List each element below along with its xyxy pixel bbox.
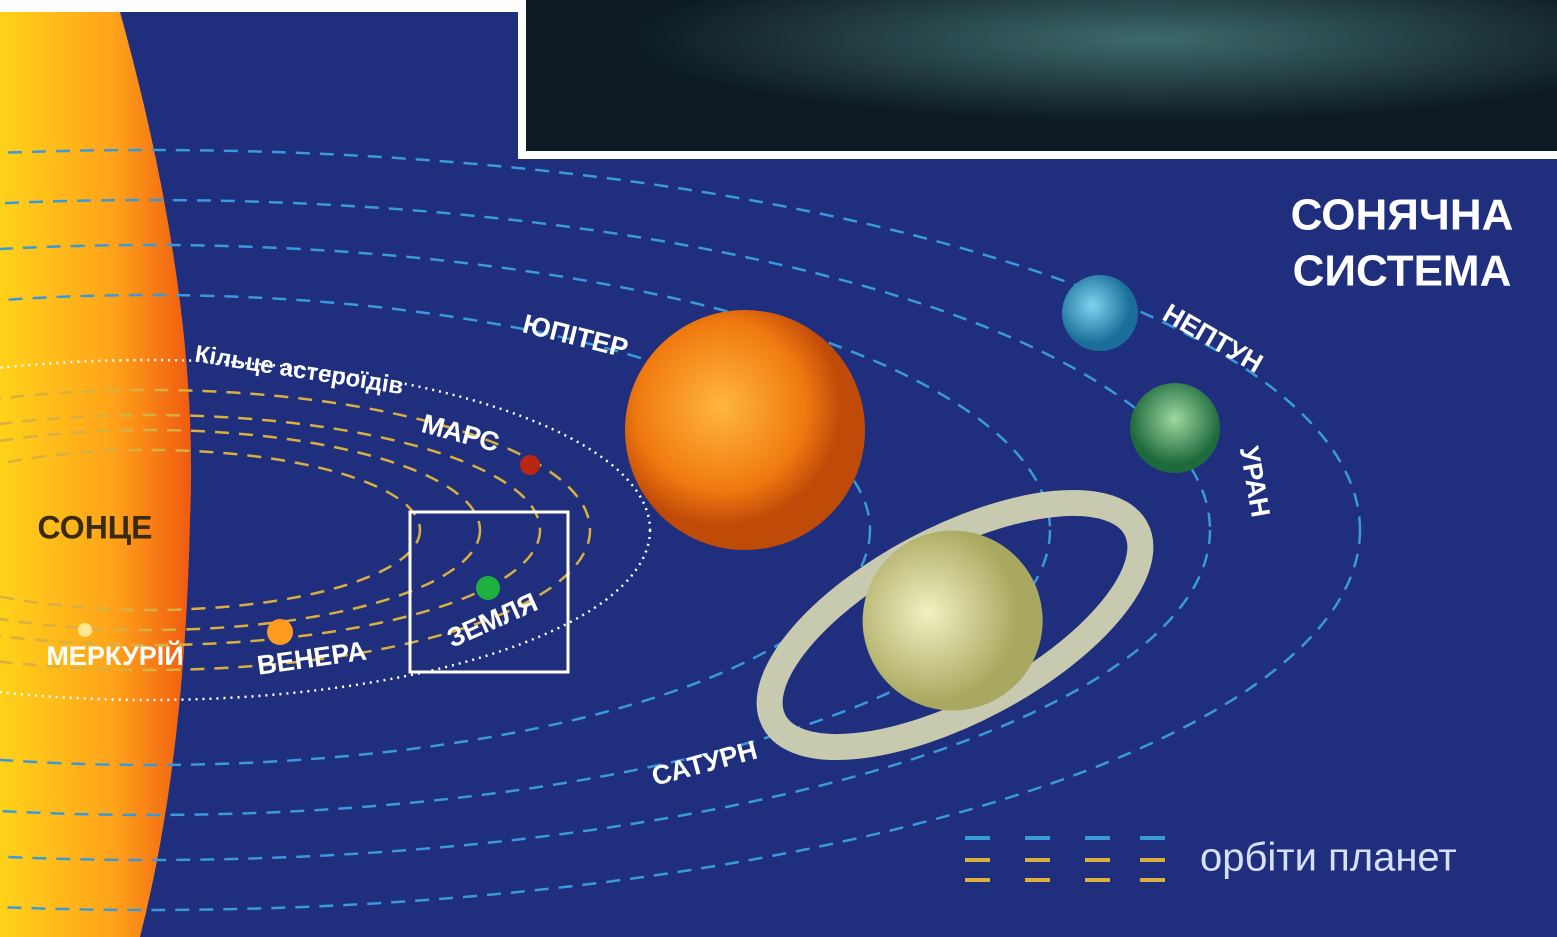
neptune xyxy=(1062,275,1138,351)
title: СОНЯЧНА xyxy=(1291,191,1514,240)
orbit xyxy=(0,413,542,647)
asteroid-belt xyxy=(0,358,652,702)
mercury xyxy=(78,623,92,637)
earth-frame xyxy=(408,510,570,674)
orbit xyxy=(0,448,422,612)
jupiter xyxy=(625,310,865,550)
saturn xyxy=(756,489,1154,761)
saturn-body xyxy=(862,530,1043,711)
title: СИСТЕМА xyxy=(1293,247,1512,296)
orbits xyxy=(0,148,1361,912)
star-photo xyxy=(518,0,1557,159)
earth xyxy=(476,576,500,600)
legend-label: орбіти планет xyxy=(1200,836,1457,880)
orbit xyxy=(0,148,1361,912)
legend: орбіти планет xyxy=(965,836,1457,882)
orbit xyxy=(0,428,482,632)
venus xyxy=(267,619,293,645)
planet-label: МЕРКУРІЙ xyxy=(46,640,183,671)
orbit xyxy=(0,293,872,767)
orbit xyxy=(0,198,1211,862)
uranus xyxy=(1130,383,1220,473)
sun xyxy=(0,12,192,937)
orbit xyxy=(0,243,1051,817)
orbit xyxy=(0,388,592,672)
mars xyxy=(520,455,540,475)
border xyxy=(0,0,520,12)
sun-label: СОНЦЕ xyxy=(37,509,152,545)
